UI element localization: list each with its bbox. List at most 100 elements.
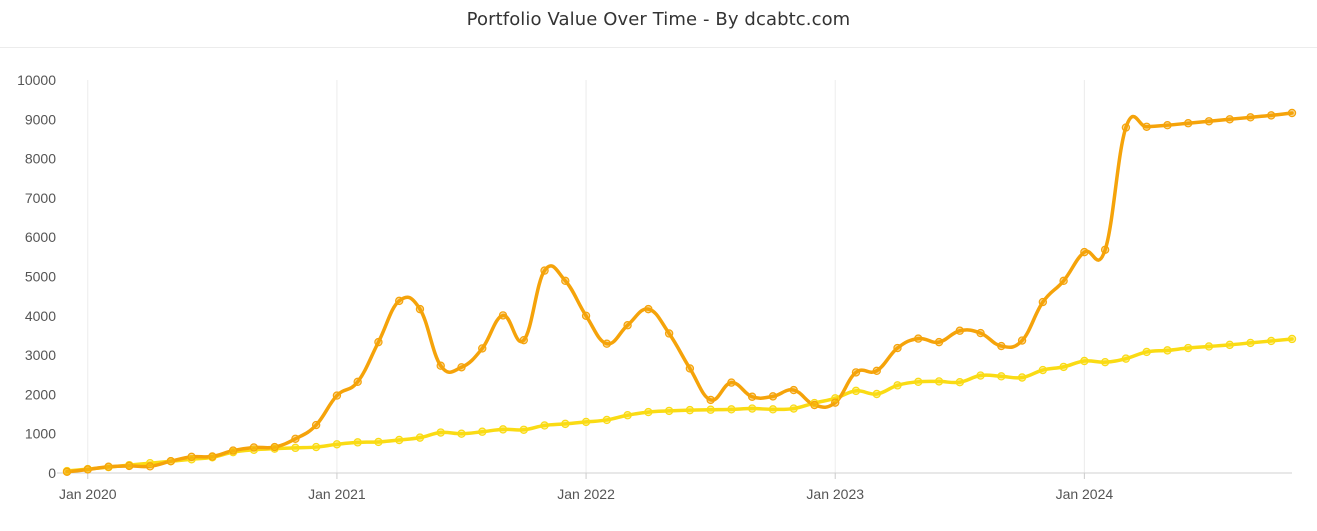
data-point-total-invested[interactable]: [1059, 362, 1068, 372]
data-point-total-invested[interactable]: [1225, 340, 1234, 350]
data-point-portfolio-value[interactable]: [1163, 120, 1172, 130]
data-point-total-invested[interactable]: [1183, 343, 1193, 353]
data-point-total-invested[interactable]: [997, 372, 1006, 381]
data-point-total-invested[interactable]: [893, 381, 902, 390]
data-point-portfolio-value[interactable]: [457, 363, 466, 372]
data-point-total-invested[interactable]: [664, 406, 674, 416]
data-point-total-invested[interactable]: [955, 378, 964, 387]
data-point-total-invested[interactable]: [768, 405, 778, 414]
data-point-total-invested[interactable]: [789, 404, 798, 413]
data-point-total-invested[interactable]: [1080, 356, 1089, 366]
data-point-total-invested[interactable]: [685, 405, 695, 415]
data-point-total-invested[interactable]: [498, 425, 508, 434]
data-point-portfolio-value[interactable]: [664, 329, 674, 338]
data-point-portfolio-value[interactable]: [914, 334, 923, 343]
data-point-total-invested[interactable]: [727, 405, 736, 414]
data-point-total-invested[interactable]: [644, 407, 653, 417]
data-point-portfolio-value[interactable]: [893, 343, 902, 353]
data-point-portfolio-value[interactable]: [768, 392, 778, 401]
data-point-portfolio-value[interactable]: [1287, 108, 1297, 118]
data-point-total-invested[interactable]: [332, 440, 342, 449]
data-point-portfolio-value[interactable]: [1100, 245, 1110, 254]
data-point-total-invested[interactable]: [436, 428, 445, 437]
data-point-portfolio-value[interactable]: [789, 385, 798, 395]
data-point-portfolio-value[interactable]: [706, 395, 715, 405]
data-point-portfolio-value[interactable]: [436, 361, 445, 370]
data-point-portfolio-value[interactable]: [1059, 276, 1068, 286]
data-point-total-invested[interactable]: [374, 437, 383, 447]
data-point-portfolio-value[interactable]: [415, 304, 425, 314]
data-point-total-invested[interactable]: [395, 435, 404, 445]
data-point-portfolio-value[interactable]: [644, 304, 653, 314]
data-point-total-invested[interactable]: [291, 443, 300, 453]
data-point-portfolio-value[interactable]: [62, 467, 72, 477]
data-point-portfolio-value[interactable]: [685, 364, 695, 373]
data-point-portfolio-value[interactable]: [291, 434, 300, 444]
data-point-portfolio-value[interactable]: [208, 452, 217, 461]
data-point-total-invested[interactable]: [934, 377, 944, 386]
data-point-portfolio-value[interactable]: [249, 443, 259, 452]
data-point-portfolio-value[interactable]: [1225, 115, 1234, 124]
data-point-total-invested[interactable]: [561, 419, 570, 429]
data-point-portfolio-value[interactable]: [104, 462, 113, 471]
data-point-portfolio-value[interactable]: [1183, 119, 1193, 128]
data-point-total-invested[interactable]: [1267, 336, 1276, 346]
data-point-total-invested[interactable]: [1121, 354, 1131, 363]
data-point-total-invested[interactable]: [1163, 346, 1172, 355]
data-point-portfolio-value[interactable]: [311, 420, 321, 430]
data-point-portfolio-value[interactable]: [810, 400, 819, 410]
data-point-total-invested[interactable]: [353, 438, 362, 447]
data-point-portfolio-value[interactable]: [831, 398, 840, 407]
data-point-portfolio-value[interactable]: [727, 378, 736, 387]
data-point-total-invested[interactable]: [519, 425, 528, 434]
data-point-portfolio-value[interactable]: [934, 337, 944, 347]
data-point-portfolio-value[interactable]: [623, 321, 632, 330]
data-point-portfolio-value[interactable]: [166, 457, 176, 466]
data-point-total-invested[interactable]: [1142, 347, 1151, 357]
data-point-portfolio-value[interactable]: [145, 462, 155, 471]
data-point-total-invested[interactable]: [851, 386, 861, 396]
data-point-portfolio-value[interactable]: [125, 461, 134, 471]
data-point-portfolio-value[interactable]: [498, 311, 508, 320]
data-point-portfolio-value[interactable]: [187, 452, 196, 462]
data-point-total-invested[interactable]: [1246, 338, 1255, 348]
data-point-total-invested[interactable]: [747, 404, 757, 413]
data-point-portfolio-value[interactable]: [228, 446, 238, 455]
data-point-portfolio-value[interactable]: [997, 341, 1006, 351]
data-point-total-invested[interactable]: [249, 445, 259, 455]
data-point-total-invested[interactable]: [1100, 357, 1110, 367]
data-point-portfolio-value[interactable]: [1142, 122, 1151, 131]
data-point-portfolio-value[interactable]: [602, 339, 612, 348]
data-point-portfolio-value[interactable]: [395, 296, 404, 306]
data-point-total-invested[interactable]: [914, 377, 923, 387]
data-point-total-invested[interactable]: [187, 455, 196, 464]
data-point-portfolio-value[interactable]: [976, 328, 985, 338]
data-point-total-invested[interactable]: [1287, 334, 1297, 344]
data-point-portfolio-value[interactable]: [955, 326, 964, 335]
data-point-portfolio-value[interactable]: [1246, 113, 1255, 122]
data-point-total-invested[interactable]: [457, 429, 466, 438]
data-point-portfolio-value[interactable]: [540, 266, 549, 275]
data-point-portfolio-value[interactable]: [83, 465, 92, 474]
data-point-portfolio-value[interactable]: [519, 335, 528, 345]
data-point-total-invested[interactable]: [872, 389, 881, 399]
data-point-total-invested[interactable]: [311, 442, 321, 452]
data-point-portfolio-value[interactable]: [747, 392, 757, 401]
data-point-total-invested[interactable]: [415, 433, 425, 442]
data-point-total-invested[interactable]: [831, 394, 840, 403]
data-point-portfolio-value[interactable]: [1017, 336, 1027, 345]
data-point-total-invested[interactable]: [1017, 373, 1027, 382]
data-point-portfolio-value[interactable]: [1267, 111, 1276, 120]
data-point-total-invested[interactable]: [976, 371, 985, 380]
data-point-portfolio-value[interactable]: [1204, 117, 1214, 126]
data-point-portfolio-value[interactable]: [851, 368, 861, 377]
data-point-portfolio-value[interactable]: [1121, 123, 1131, 132]
data-point-portfolio-value[interactable]: [270, 442, 279, 452]
data-point-portfolio-value[interactable]: [1080, 247, 1089, 257]
data-point-total-invested[interactable]: [540, 421, 549, 430]
data-point-total-invested[interactable]: [1204, 342, 1214, 351]
data-point-total-invested[interactable]: [706, 405, 715, 414]
data-point-portfolio-value[interactable]: [561, 276, 570, 286]
data-point-total-invested[interactable]: [581, 417, 591, 427]
data-point-total-invested[interactable]: [478, 427, 487, 436]
